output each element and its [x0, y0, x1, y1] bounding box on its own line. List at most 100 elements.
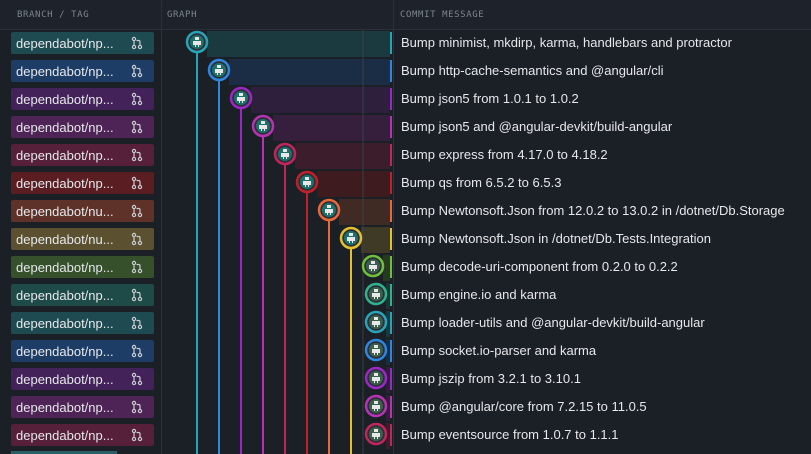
branch-label[interactable]: dependabot/np...	[11, 172, 154, 194]
pull-request-icon[interactable]	[130, 316, 144, 330]
pull-request-icon[interactable]	[130, 148, 144, 162]
branch-label[interactable]: dependabot/np...	[11, 256, 154, 278]
branch-label[interactable]: dependabot/np...	[11, 32, 154, 54]
branch-label[interactable]: dependabot/np...	[11, 116, 154, 138]
commit-row[interactable]: dependabot/np... Bump eventsource from 1…	[0, 422, 811, 450]
graph-row-band	[386, 339, 390, 365]
commit-message[interactable]: Bump jszip from 3.2.1 to 3.10.1	[401, 371, 581, 386]
commit-color-bar	[390, 88, 392, 110]
commit-row[interactable]: dependabot/np... Bump engine.io and karm…	[0, 282, 811, 310]
pull-request-icon[interactable]	[130, 428, 144, 442]
next-row-peek	[11, 451, 117, 454]
graph-row-band	[317, 171, 390, 197]
pull-request-icon[interactable]	[130, 36, 144, 50]
commit-message-cell: Bump qs from 6.5.2 to 6.5.3	[390, 170, 811, 198]
commit-row[interactable]: dependabot/np... Bump express from 4.17.…	[0, 142, 811, 170]
commit-row[interactable]: dependabot/nu... Bump Newtonsoft.Json in…	[0, 226, 811, 254]
commit-row[interactable]: dependabot/np... Bump loader-utils and @…	[0, 310, 811, 338]
commit-message[interactable]: Bump socket.io-parser and karma	[401, 343, 597, 358]
pull-request-icon[interactable]	[130, 204, 144, 218]
commit-message-cell: Bump Newtonsoft.Json in /dotnet/Db.Tests…	[390, 226, 811, 254]
commit-message[interactable]: Bump decode-uri-component from 0.2.0 to …	[401, 259, 678, 274]
branch-label[interactable]: dependabot/np...	[11, 88, 154, 110]
commit-message[interactable]: Bump minimist, mkdirp, karma, handlebars…	[401, 35, 732, 50]
branch-name: dependabot/np...	[16, 372, 114, 387]
branch-cell: dependabot/np...	[0, 30, 162, 58]
commit-message-cell: Bump Newtonsoft.Json from 12.0.2 to 13.0…	[390, 198, 811, 226]
branch-name: dependabot/np...	[16, 344, 114, 359]
column-divider[interactable]	[161, 0, 162, 454]
commit-color-bar	[390, 172, 392, 194]
pull-request-icon[interactable]	[130, 176, 144, 190]
commit-message-cell: Bump decode-uri-component from 0.2.0 to …	[390, 254, 811, 282]
commit-message-cell: Bump jszip from 3.2.1 to 3.10.1	[390, 366, 811, 394]
header-branch-tag[interactable]: BRANCH / TAG	[17, 10, 90, 20]
commit-row[interactable]: dependabot/np... Bump json5 from 1.0.1 t…	[0, 86, 811, 114]
commit-message[interactable]: Bump json5 from 1.0.1 to 1.0.2	[401, 91, 579, 106]
commit-message[interactable]: Bump express from 4.17.0 to 4.18.2	[401, 147, 608, 162]
commit-message[interactable]: Bump @angular/core from 7.2.15 to 11.0.5	[401, 399, 647, 414]
commit-row[interactable]: dependabot/np... Bump http-cache-semanti…	[0, 58, 811, 86]
pull-request-icon[interactable]	[130, 64, 144, 78]
branch-name: dependabot/np...	[16, 36, 114, 51]
commit-message[interactable]: Bump json5 and @angular-devkit/build-ang…	[401, 119, 673, 134]
branch-cell: dependabot/np...	[0, 114, 162, 142]
column-divider[interactable]	[393, 0, 394, 454]
branch-cell: dependabot/np...	[0, 170, 162, 198]
branch-label[interactable]: dependabot/np...	[11, 424, 154, 446]
pull-request-icon[interactable]	[130, 344, 144, 358]
pull-request-icon[interactable]	[130, 232, 144, 246]
pull-request-icon[interactable]	[130, 260, 144, 274]
header-graph[interactable]: GRAPH	[167, 10, 198, 20]
graph-row-band	[386, 311, 390, 337]
pull-request-icon[interactable]	[130, 92, 144, 106]
header-commit-message[interactable]: COMMIT MESSAGE	[400, 10, 485, 20]
graph-row-band	[207, 31, 390, 57]
commit-color-bar	[390, 228, 392, 250]
commit-color-bar	[390, 60, 392, 82]
commit-message-cell: Bump http-cache-semantics and @angular/c…	[390, 58, 811, 86]
commit-row[interactable]: dependabot/np... Bump @angular/core from…	[0, 394, 811, 422]
commit-message-cell: Bump loader-utils and @angular-devkit/bu…	[390, 310, 811, 338]
branch-name: dependabot/np...	[16, 120, 114, 135]
commit-row[interactable]: dependabot/np... Bump json5 and @angular…	[0, 114, 811, 142]
graph-row-band	[383, 255, 390, 281]
branch-label[interactable]: dependabot/nu...	[11, 228, 154, 250]
branch-label[interactable]: dependabot/np...	[11, 284, 154, 306]
commit-color-bar	[390, 200, 392, 222]
commit-message[interactable]: Bump loader-utils and @angular-devkit/bu…	[401, 315, 705, 330]
branch-label[interactable]: dependabot/np...	[11, 60, 154, 82]
branch-label[interactable]: dependabot/np...	[11, 312, 154, 334]
commit-row[interactable]: dependabot/np... Bump qs from 6.5.2 to 6…	[0, 170, 811, 198]
branch-name: dependabot/nu...	[16, 232, 114, 247]
commit-message[interactable]: Bump qs from 6.5.2 to 6.5.3	[401, 175, 562, 190]
branch-label[interactable]: dependabot/np...	[11, 368, 154, 390]
commit-message[interactable]: Bump Newtonsoft.Json in /dotnet/Db.Tests…	[401, 231, 712, 246]
branch-name: dependabot/np...	[16, 176, 114, 191]
branch-name: dependabot/np...	[16, 288, 114, 303]
pull-request-icon[interactable]	[130, 400, 144, 414]
commit-message[interactable]: Bump http-cache-semantics and @angular/c…	[401, 63, 664, 78]
branch-cell: dependabot/nu...	[0, 198, 162, 226]
branch-label[interactable]: dependabot/np...	[11, 144, 154, 166]
commit-row[interactable]: dependabot/np... Bump jszip from 3.2.1 t…	[0, 366, 811, 394]
graph-row-band	[386, 423, 390, 449]
commit-row[interactable]: dependabot/np... Bump minimist, mkdirp, …	[0, 30, 811, 58]
commit-message-cell: Bump json5 from 1.0.1 to 1.0.2	[390, 86, 811, 114]
commit-row[interactable]: dependabot/np... Bump decode-uri-compone…	[0, 254, 811, 282]
pull-request-icon[interactable]	[130, 372, 144, 386]
graph-row-band	[386, 395, 390, 421]
commit-row[interactable]: dependabot/nu... Bump Newtonsoft.Json fr…	[0, 198, 811, 226]
pull-request-icon[interactable]	[130, 120, 144, 134]
commit-row[interactable]: dependabot/np... Bump socket.io-parser a…	[0, 338, 811, 366]
commit-message[interactable]: Bump engine.io and karma	[401, 287, 557, 302]
commit-color-bar	[390, 284, 392, 306]
commit-message[interactable]: Bump Newtonsoft.Json from 12.0.2 to 13.0…	[401, 203, 785, 218]
branch-label[interactable]: dependabot/nu...	[11, 200, 154, 222]
branch-label[interactable]: dependabot/np...	[11, 396, 154, 418]
branch-cell: dependabot/np...	[0, 366, 162, 394]
commit-message[interactable]: Bump eventsource from 1.0.7 to 1.1.1	[401, 427, 619, 442]
pull-request-icon[interactable]	[130, 288, 144, 302]
commit-message-cell: Bump engine.io and karma	[390, 282, 811, 310]
branch-label[interactable]: dependabot/np...	[11, 340, 154, 362]
